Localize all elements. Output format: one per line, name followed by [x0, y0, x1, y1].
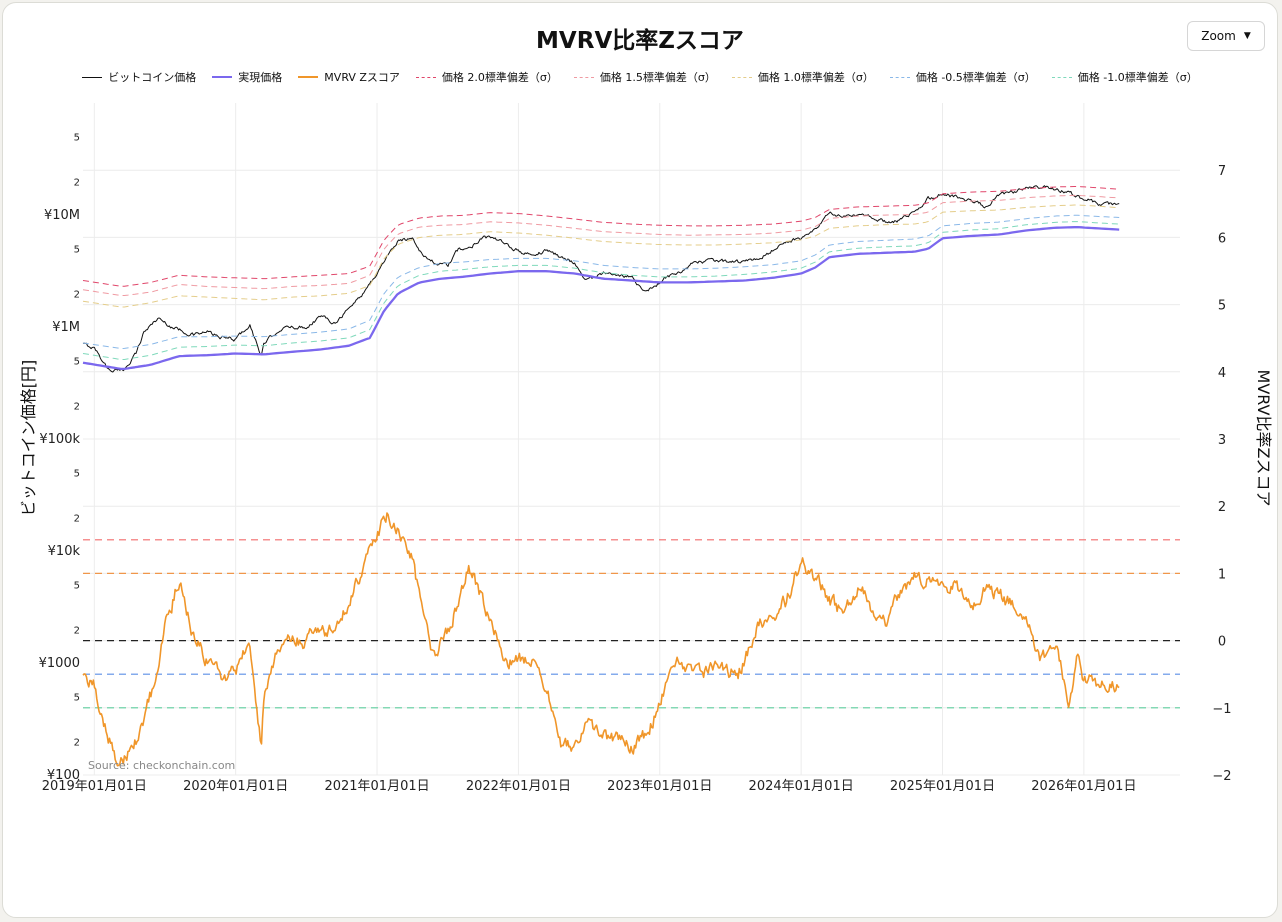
legend-label: 実現価格	[238, 71, 283, 84]
legend-swatch	[1051, 76, 1072, 78]
y-left-tick-label: 2	[74, 737, 80, 748]
y-right-axis-title: MVRV比率Zスコア	[1254, 370, 1273, 507]
legend-swatch	[731, 76, 752, 78]
y-left-tick-label: 5	[74, 245, 80, 256]
legend-label: ビットコイン価格	[108, 71, 197, 84]
x-tick-label: 2021年01月01日	[324, 779, 429, 794]
y-left-tick-label: 2	[74, 513, 80, 524]
y-left-tick-label: ¥10M	[44, 208, 80, 223]
legend-item[interactable]: ビットコイン価格	[82, 69, 196, 85]
y-left-tick-label: ¥1000	[39, 656, 80, 671]
y-left-axis-title: ビットコイン価格[円]	[19, 360, 38, 517]
legend-swatch	[573, 76, 594, 78]
y-right-tick-label: 5	[1218, 299, 1226, 314]
x-tick-label: 2020年01月01日	[183, 779, 288, 794]
legend-item[interactable]: 価格 1.5標準偏差（σ）	[573, 69, 716, 85]
legend-item[interactable]: 価格 1.0標準偏差（σ）	[731, 69, 874, 85]
x-tick-label: 2019年01月01日	[42, 779, 147, 794]
series-line	[82, 185, 1120, 373]
legend-label: 価格 -1.0標準偏差（σ）	[1077, 71, 1198, 84]
x-tick-label: 2023年01月01日	[607, 779, 712, 794]
x-tick-label: 2024年01月01日	[749, 779, 854, 794]
y-left-tick-label: 2	[74, 625, 80, 636]
legend-item[interactable]: 価格 -0.5標準偏差（σ）	[889, 69, 1036, 85]
legend-swatch	[82, 76, 103, 78]
chevron-down-icon: ▼	[1243, 31, 1251, 41]
y-right-tick-label: 7	[1218, 164, 1226, 179]
y-left-tick-label: 5	[74, 357, 80, 368]
source-label: Source: checkonchain.com	[88, 759, 235, 772]
y-right-tick-label: 4	[1218, 366, 1226, 381]
x-tick-label: 2026年01月01日	[1031, 779, 1136, 794]
y-left-tick-label: 5	[74, 581, 80, 592]
x-tick-label: 2022年01月01日	[466, 779, 571, 794]
series-line	[82, 186, 1120, 287]
y-right-tick-label: −1	[1212, 702, 1231, 717]
legend-label: MVRV Zスコア	[324, 71, 400, 84]
y-right-tick-label: 6	[1218, 231, 1226, 246]
y-right-tick-label: 3	[1218, 433, 1226, 448]
y-left-tick-label: 2	[74, 177, 80, 188]
series-line	[82, 214, 1120, 349]
legend-label: 価格 1.0標準偏差（σ）	[757, 71, 874, 84]
legend-item[interactable]: MVRV Zスコア	[298, 69, 400, 85]
legend: ビットコイン価格 実現価格 MVRV Zスコア 価格 2.0標準偏差（σ） 価格 1.5…	[3, 69, 1277, 85]
y-left-tick-label: ¥100	[47, 768, 80, 783]
chart-title: MVRV比率Zスコア	[536, 28, 744, 54]
series-line	[82, 225, 1120, 371]
y-left-tick-label: ¥10k	[48, 544, 81, 559]
y-right-tick-label: 1	[1218, 567, 1226, 582]
zoom-dropdown[interactable]: Zoom ▼	[1187, 21, 1265, 51]
y-left-tick-label: 5	[74, 693, 80, 704]
legend-item[interactable]: 価格 2.0標準偏差（σ）	[415, 69, 558, 85]
legend-label: 価格 1.5標準偏差（σ）	[599, 71, 716, 84]
y-right-tick-label: 2	[1218, 500, 1226, 515]
legend-swatch	[212, 76, 233, 78]
series-line	[82, 512, 1120, 767]
y-left-tick-label: ¥1M	[52, 320, 80, 335]
x-tick-label: 2025年01月01日	[890, 779, 995, 794]
series-line	[82, 221, 1120, 360]
y-left-tick-label: 5	[74, 133, 80, 144]
y-left-tick-label: 2	[74, 289, 80, 300]
legend-label: 価格 2.0標準偏差（σ）	[441, 71, 558, 84]
y-left-tick-label: ¥100k	[39, 432, 80, 447]
y-left-tick-label: 2	[74, 401, 80, 412]
series-line	[82, 194, 1120, 296]
legend-swatch	[889, 76, 910, 78]
legend-swatch	[415, 76, 436, 78]
legend-swatch	[298, 76, 319, 78]
series-line	[82, 204, 1120, 308]
y-left-tick-label: 5	[74, 469, 80, 480]
zoom-label: Zoom	[1201, 29, 1236, 43]
y-right-tick-label: −2	[1212, 769, 1231, 784]
y-right-tick-label: 0	[1218, 635, 1226, 650]
legend-label: 価格 -0.5標準偏差（σ）	[915, 71, 1036, 84]
legend-item[interactable]: 実現価格	[212, 69, 282, 85]
legend-item[interactable]: 価格 -1.0標準偏差（σ）	[1051, 69, 1198, 85]
